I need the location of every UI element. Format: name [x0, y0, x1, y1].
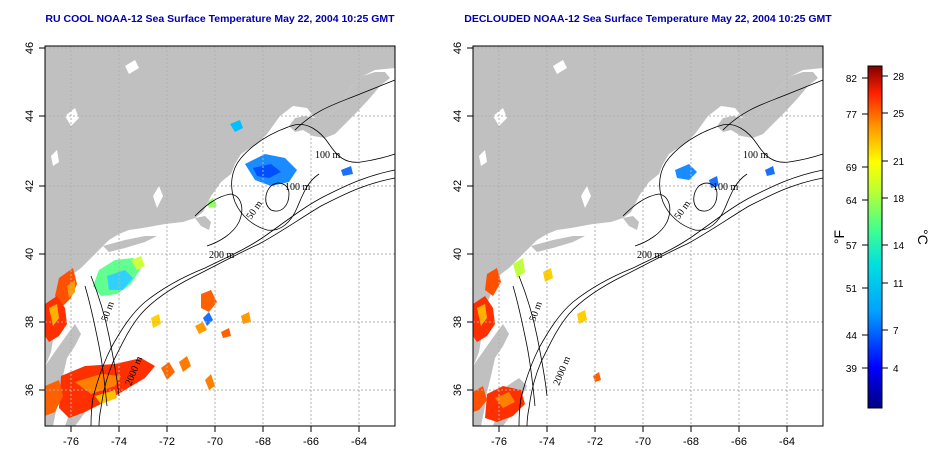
lakes: [479, 60, 591, 208]
colorbar-gradient: [867, 65, 883, 409]
y-tick-label: 40: [24, 248, 36, 260]
panel-right: 100 m 100 m 50 m 200 m 50 m 2000 m -76 -…: [452, 42, 824, 448]
x-tick-label: -66: [731, 436, 747, 448]
y-tick-label: 38: [24, 316, 36, 328]
x-tick-label: -64: [351, 436, 367, 448]
bathymetry-contours: [512, 79, 824, 427]
y-tick-label: 40: [452, 248, 464, 260]
y-tick-label: 44: [452, 110, 464, 122]
y-tick-label: 44: [24, 110, 36, 122]
graticule: [473, 46, 823, 426]
contour-label: 100 m: [713, 182, 739, 193]
plot-frame: [472, 45, 824, 427]
fahrenheit-tick: 44: [846, 331, 858, 342]
graticule: [45, 46, 395, 426]
x-tick-label: -70: [635, 436, 651, 448]
left-panel-title: RU COOL NOAA-12 Sea Surface Temperature …: [45, 13, 395, 25]
x-axis-ticks: -76 -74 -72 -70 -68 -66 -64: [63, 436, 367, 448]
x-tick-label: -66: [303, 436, 319, 448]
celsius-tick: 4: [893, 364, 899, 375]
x-tick-label: -68: [683, 436, 699, 448]
celsius-tick: 18: [893, 194, 905, 205]
panel-left: 100 m 100 m 50 m 200 m 50 m 2000 m -76 -…: [24, 42, 396, 448]
x-tick-label: -74: [539, 436, 555, 448]
sst-patches: [45, 120, 353, 418]
celsius-tick: 11: [893, 279, 904, 290]
right-panel-title: DECLOUDED NOAA-12 Sea Surface Temperatur…: [464, 13, 832, 25]
celsius-tick: 7: [893, 326, 899, 337]
fahrenheit-tick: 64: [846, 196, 858, 207]
fahrenheit-tick: 69: [846, 163, 858, 174]
fahrenheit-unit-label: °F: [831, 230, 847, 244]
sst-patches: [473, 164, 775, 422]
x-tick-label: -76: [63, 436, 79, 448]
fahrenheit-tick: 39: [846, 364, 858, 375]
contour-label: 100 m: [743, 150, 769, 161]
y-tick-label: 36: [452, 384, 464, 396]
contour-label: 100 m: [285, 182, 311, 193]
celsius-unit-label: °C: [915, 229, 931, 245]
colorbar: 82 77 69 64 57 51 44 39 28 25 21 18 14 1…: [831, 65, 931, 409]
x-tick-label: -70: [207, 436, 223, 448]
x-tick-label: -72: [587, 436, 603, 448]
celsius-tick: 21: [893, 157, 905, 168]
fahrenheit-tick: 51: [846, 284, 858, 295]
celsius-tick: 14: [893, 241, 905, 252]
plot-frame: [44, 45, 396, 427]
contour-label: 200 m: [637, 250, 663, 261]
y-tick-label: 38: [452, 316, 464, 328]
y-tick-label: 46: [452, 42, 464, 54]
x-tick-label: -74: [111, 436, 127, 448]
fahrenheit-tick: 82: [846, 74, 858, 85]
x-tick-label: -64: [779, 436, 795, 448]
x-axis-ticks: -76 -74 -72 -70 -68 -66 -64: [491, 436, 795, 448]
y-tick-label: 42: [452, 180, 464, 192]
y-axis-ticks: 46 44 42 40 38 36: [24, 42, 36, 396]
y-tick-label: 46: [24, 42, 36, 54]
x-tick-label: -72: [159, 436, 175, 448]
fahrenheit-tick: 77: [846, 110, 858, 121]
y-tick-label: 42: [24, 180, 36, 192]
y-tick-label: 36: [24, 384, 36, 396]
y-axis-ticks: 46 44 42 40 38 36: [452, 42, 464, 396]
bathymetry-contours: [84, 79, 396, 427]
x-tick-label: -68: [255, 436, 271, 448]
contour-label: 200 m: [209, 250, 235, 261]
x-tick-label: -76: [491, 436, 507, 448]
contour-label: 100 m: [315, 150, 341, 161]
celsius-tick: 28: [893, 72, 905, 83]
celsius-tick: 25: [893, 109, 905, 120]
fahrenheit-tick: 57: [846, 241, 858, 252]
lakes: [51, 60, 163, 208]
